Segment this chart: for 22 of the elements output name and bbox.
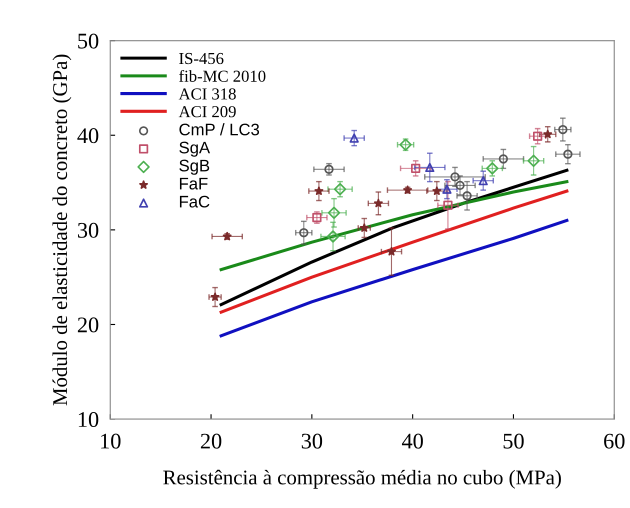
legend-label: IS-456	[179, 52, 224, 64]
y-tick-label: 30	[78, 222, 98, 238]
x-tick-label: 10	[101, 434, 121, 449]
y-tick-label: 40	[77, 128, 98, 144]
x-axis-title: Resistência à compressão média no cubo (MPa)	[163, 470, 561, 489]
legend-label: fib-MC 2010	[179, 70, 266, 82]
x-tick-label: 40	[402, 434, 423, 449]
x-tick-label: 60	[604, 434, 625, 449]
x-tick-label: 20	[200, 434, 222, 449]
x-tick-label: 50	[504, 434, 524, 449]
x-tick-label: 30	[302, 434, 322, 449]
legend-label: FaC	[180, 196, 210, 208]
legend-label: ACI 209	[178, 106, 236, 118]
legend-label: SgA	[179, 142, 210, 157]
y-tick-label: 50	[78, 34, 98, 49]
y-axis-title: Módulo de elasticidade do concreto (GPa)	[52, 54, 72, 406]
y-tick-label: 20	[78, 317, 98, 332]
legend-label: FaF	[180, 178, 208, 190]
legend-label: ACI 318	[178, 88, 236, 100]
legend-label: CmP / LC3	[179, 123, 260, 136]
legend-label: SgB	[179, 160, 210, 175]
y-tick-label: 10	[78, 412, 98, 428]
